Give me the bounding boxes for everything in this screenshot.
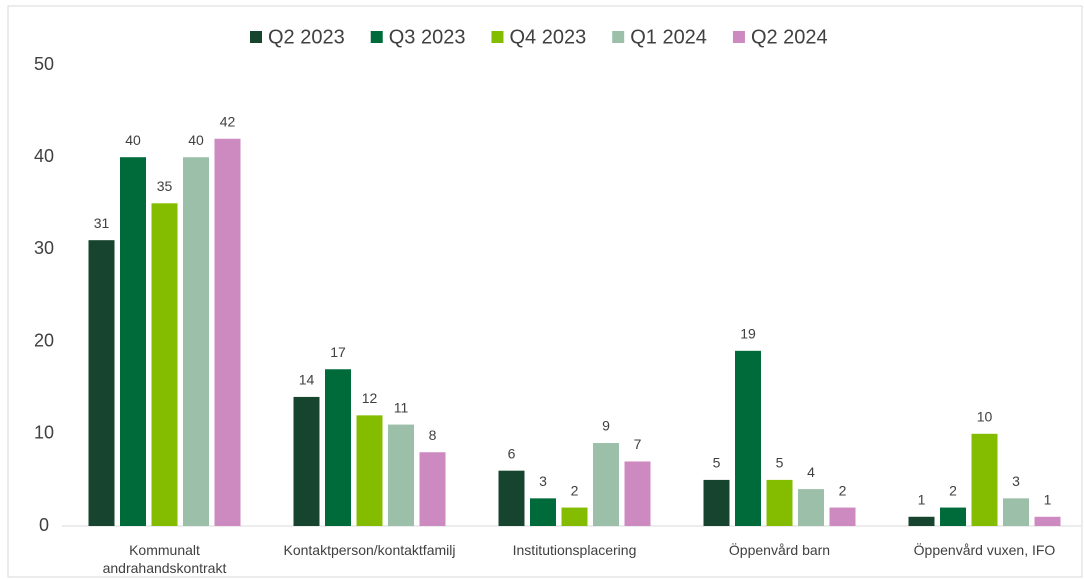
data-label: 12 — [362, 390, 378, 406]
data-label: 40 — [188, 132, 204, 148]
legend-label: Q3 2023 — [389, 26, 466, 48]
legend-label: Q2 2024 — [751, 26, 828, 48]
bar — [829, 507, 856, 526]
bar — [703, 479, 730, 526]
legend-swatch — [250, 31, 262, 43]
bar — [419, 452, 446, 526]
data-label: 35 — [157, 178, 173, 194]
x-tick-label: Institutionsplacering — [512, 542, 637, 558]
y-tick-label: 10 — [34, 423, 54, 443]
data-label: 1 — [918, 491, 926, 507]
x-tick-label: Kontaktperson/kontaktfamilj — [283, 542, 456, 558]
legend-label: Q4 2023 — [509, 26, 586, 48]
bar — [1034, 516, 1061, 526]
x-tick-label: Öppenvård barn — [728, 542, 831, 558]
data-label: 11 — [394, 399, 409, 415]
bar — [151, 203, 178, 527]
y-tick-label: 20 — [34, 330, 54, 350]
y-tick-label: 30 — [34, 238, 54, 258]
bar — [214, 138, 241, 526]
data-label: 40 — [125, 132, 141, 148]
data-label: 14 — [299, 372, 315, 388]
chart-border — [7, 5, 1083, 578]
data-label: 2 — [839, 482, 847, 498]
bar — [940, 507, 966, 526]
data-label: 17 — [330, 344, 346, 360]
bar — [561, 507, 588, 526]
data-label: 31 — [94, 215, 110, 231]
data-label: 2 — [949, 482, 957, 498]
data-label: 3 — [1012, 473, 1020, 489]
data-label: 19 — [740, 326, 756, 342]
bar — [356, 415, 383, 526]
data-label: 3 — [539, 473, 547, 489]
bar — [766, 479, 793, 526]
data-label: 5 — [776, 455, 784, 471]
y-tick-label: 50 — [34, 54, 54, 74]
x-tick-label: Öppenvård vuxen, IFO — [913, 542, 1056, 558]
data-label: 7 — [634, 436, 642, 452]
y-tick-label: 40 — [34, 146, 54, 166]
data-label: 6 — [508, 445, 516, 461]
data-label: 4 — [807, 464, 815, 480]
y-tick-label: 0 — [39, 515, 49, 535]
data-label: 42 — [220, 113, 236, 129]
bar — [1003, 498, 1029, 526]
legend-swatch — [732, 31, 745, 43]
bar — [88, 240, 115, 526]
bar — [530, 498, 556, 526]
bar — [120, 157, 146, 526]
legend-swatch — [370, 31, 383, 43]
bar — [735, 350, 761, 526]
x-tick-label: Kommunalt andrahandskontrakt — [102, 542, 227, 576]
legend-swatch — [491, 31, 504, 43]
bar — [971, 433, 998, 526]
bar — [325, 369, 351, 526]
bar — [293, 396, 320, 526]
data-label: 10 — [977, 409, 993, 425]
bar — [798, 489, 824, 526]
bar — [183, 157, 209, 526]
data-label: 1 — [1044, 491, 1052, 507]
legend-label: Q2 2023 — [268, 26, 345, 48]
legend-label: Q1 2024 — [630, 26, 707, 48]
bar — [908, 516, 935, 526]
data-label: 2 — [571, 482, 579, 498]
data-label: 9 — [602, 418, 610, 434]
bar — [498, 470, 525, 526]
bar — [624, 461, 651, 526]
data-label: 8 — [429, 427, 437, 443]
bar — [388, 424, 414, 526]
bar — [593, 443, 619, 526]
legend-swatch — [612, 31, 625, 43]
data-label: 5 — [713, 455, 721, 471]
